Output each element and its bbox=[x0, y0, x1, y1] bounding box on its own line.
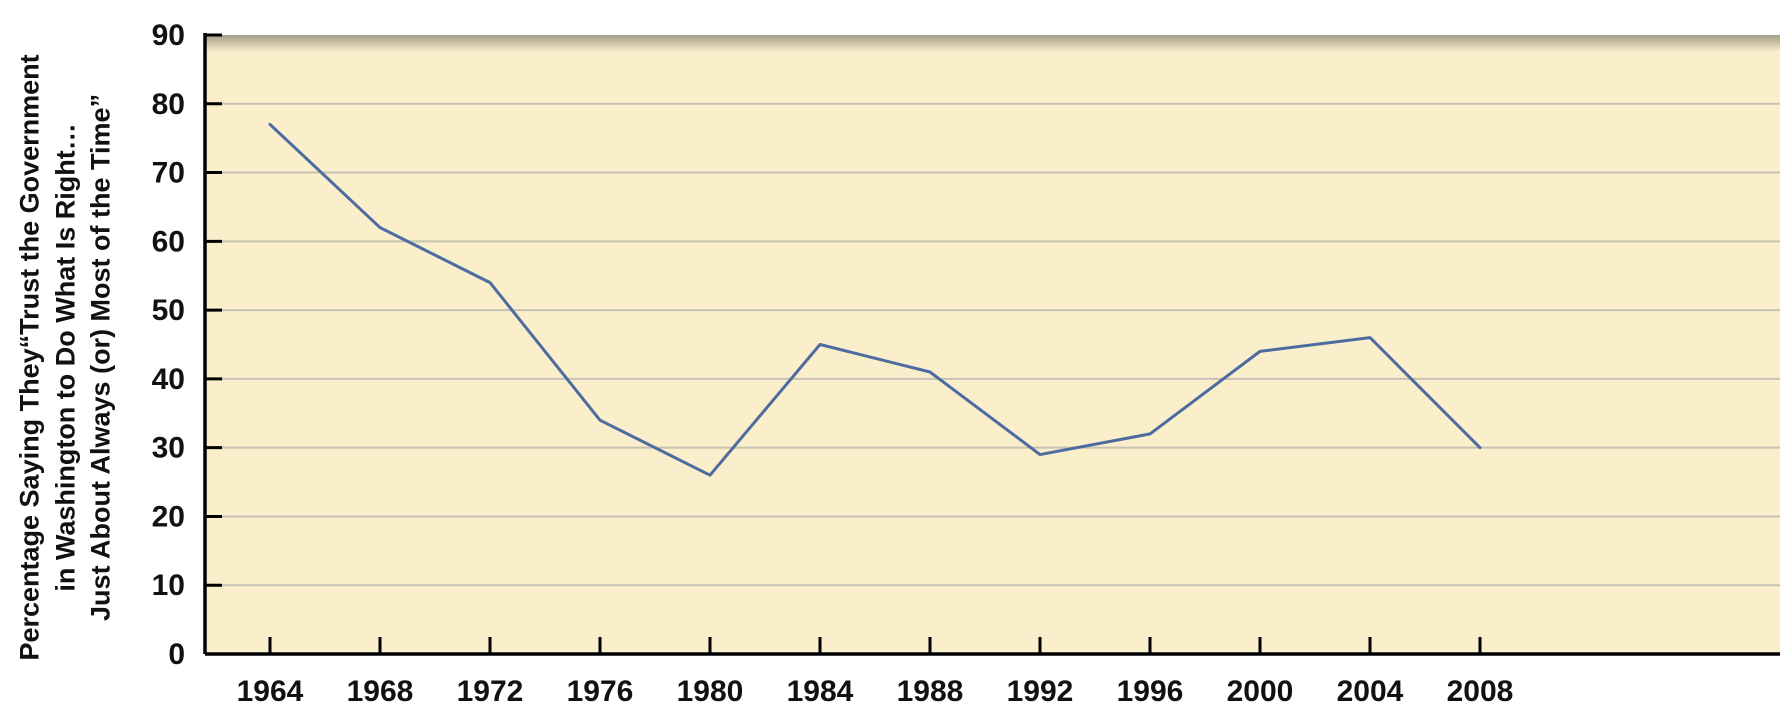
x-tick-label: 1996 bbox=[1117, 675, 1184, 708]
trust-line bbox=[268, 122, 1482, 477]
x-tick-label: 1976 bbox=[567, 675, 634, 708]
y-tick-label: 70 bbox=[152, 157, 185, 190]
top-inner-shadow bbox=[205, 35, 1780, 52]
x-tick-label: 1992 bbox=[1007, 675, 1074, 708]
plot-background bbox=[205, 35, 1780, 654]
y-tick-label: 80 bbox=[152, 88, 185, 121]
x-tick-label: 1980 bbox=[677, 675, 744, 708]
x-tick-label: 1968 bbox=[347, 675, 414, 708]
y-tick-label: 60 bbox=[152, 225, 185, 258]
y-tick-label: 90 bbox=[152, 19, 185, 52]
x-tick-label: 2008 bbox=[1447, 675, 1514, 708]
x-tick-label: 1964 bbox=[237, 675, 304, 708]
y-tick-label: 40 bbox=[152, 363, 185, 396]
x-tick-label: 1984 bbox=[787, 675, 854, 708]
y-tick-label: 10 bbox=[152, 569, 185, 602]
x-tick-label: 1988 bbox=[897, 675, 964, 708]
x-tick-label: 2000 bbox=[1227, 675, 1294, 708]
y-tick-label: 20 bbox=[152, 500, 185, 533]
y-tick-label: 0 bbox=[168, 638, 185, 671]
y-tick-label: 50 bbox=[152, 294, 185, 327]
x-tick-label: 1972 bbox=[457, 675, 524, 708]
y-tick-label: 30 bbox=[152, 432, 185, 465]
x-tick-label: 2004 bbox=[1337, 675, 1404, 708]
